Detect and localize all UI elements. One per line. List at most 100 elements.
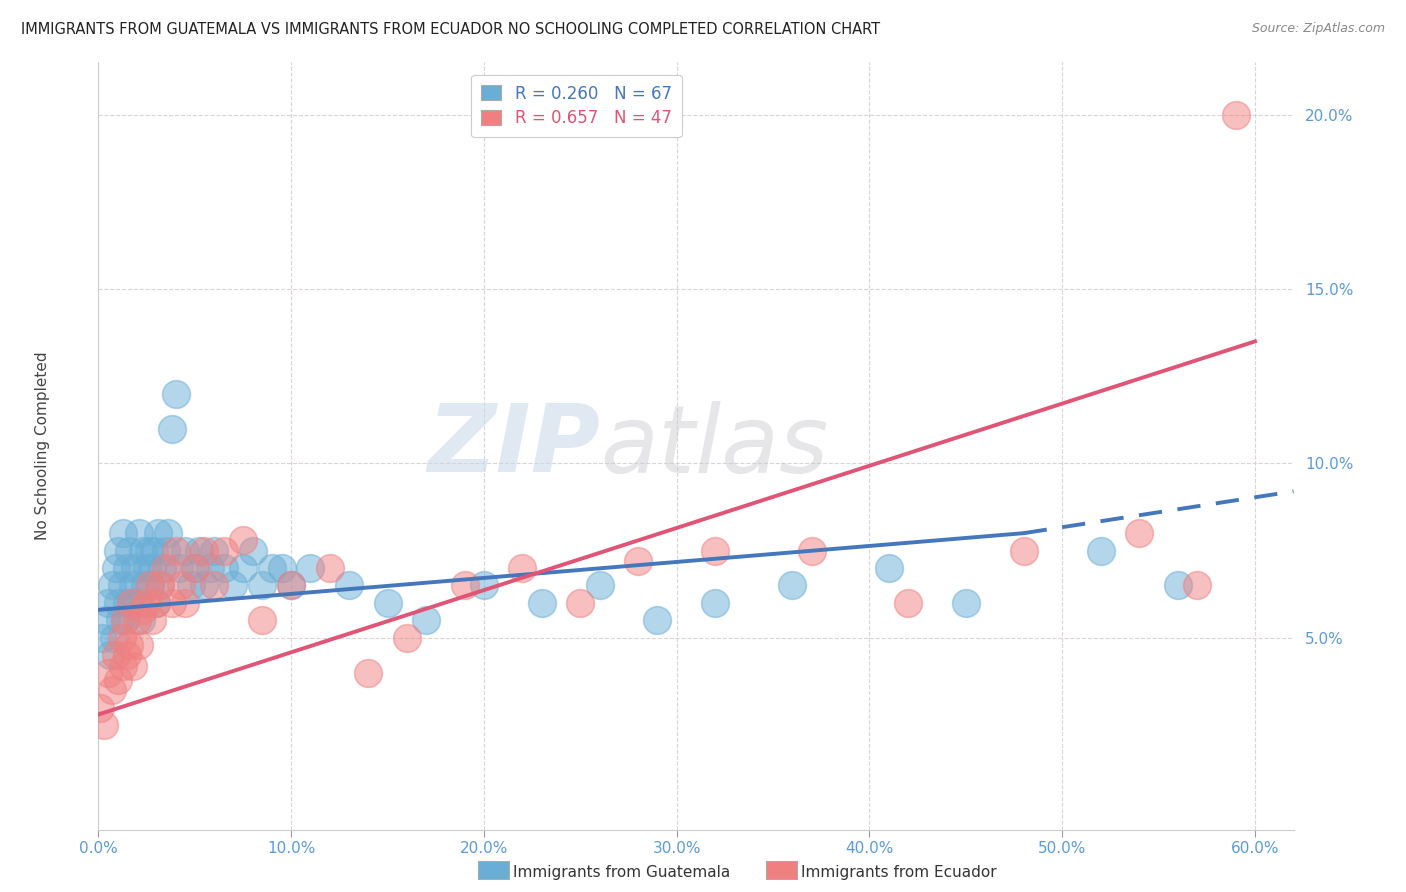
- Point: [165, 543, 187, 558]
- Point: [112, 658, 135, 673]
- Point: [193, 578, 215, 592]
- Point: [129, 613, 152, 627]
- Point: [180, 578, 202, 592]
- Point: [145, 596, 167, 610]
- Point: [120, 596, 142, 610]
- Point: [128, 638, 150, 652]
- Point: [104, 561, 127, 575]
- Point: [955, 596, 977, 610]
- Point: [110, 631, 132, 645]
- Point: [94, 613, 117, 627]
- Point: [122, 578, 145, 592]
- Point: [143, 543, 166, 558]
- Point: [114, 613, 136, 627]
- Point: [117, 561, 139, 575]
- Point: [512, 561, 534, 575]
- Point: [156, 526, 179, 541]
- Point: [97, 596, 120, 610]
- Point: [124, 561, 146, 575]
- Point: [117, 648, 139, 663]
- Point: [122, 658, 145, 673]
- Point: [252, 578, 274, 592]
- Point: [212, 543, 235, 558]
- Point: [148, 526, 170, 541]
- Text: atlas: atlas: [600, 401, 828, 491]
- Point: [800, 543, 823, 558]
- Point: [104, 648, 127, 663]
- Point: [357, 665, 380, 680]
- Text: ZIP: ZIP: [427, 400, 600, 492]
- Point: [569, 596, 592, 610]
- Point: [395, 631, 418, 645]
- Point: [112, 526, 135, 541]
- Point: [222, 578, 245, 592]
- Point: [170, 578, 193, 592]
- Point: [530, 596, 553, 610]
- Point: [114, 613, 136, 627]
- Point: [704, 596, 727, 610]
- Point: [150, 561, 173, 575]
- Point: [647, 613, 669, 627]
- Point: [139, 578, 162, 592]
- Point: [415, 613, 437, 627]
- Point: [627, 554, 650, 568]
- Point: [135, 596, 157, 610]
- Point: [107, 543, 129, 558]
- Point: [202, 543, 225, 558]
- Point: [453, 578, 475, 592]
- Point: [260, 561, 283, 575]
- Y-axis label: No Schooling Completed: No Schooling Completed: [35, 351, 49, 541]
- Point: [782, 578, 804, 592]
- Point: [1128, 526, 1150, 541]
- Point: [145, 596, 167, 610]
- Point: [472, 578, 495, 592]
- Point: [1167, 578, 1189, 592]
- Point: [200, 561, 222, 575]
- Point: [202, 578, 225, 592]
- Point: [165, 386, 187, 401]
- Point: [107, 673, 129, 687]
- Point: [139, 578, 162, 592]
- Point: [160, 596, 183, 610]
- Point: [377, 596, 399, 610]
- Text: Immigrants from Ecuador: Immigrants from Ecuador: [801, 865, 997, 880]
- Point: [299, 561, 322, 575]
- Point: [149, 578, 172, 592]
- Legend: R = 0.260   N = 67, R = 0.657   N = 47: R = 0.260 N = 67, R = 0.657 N = 47: [471, 75, 682, 137]
- Point: [149, 578, 172, 592]
- Point: [117, 596, 139, 610]
- Point: [107, 596, 129, 610]
- Point: [280, 578, 302, 592]
- Point: [1090, 543, 1112, 558]
- Point: [1012, 543, 1035, 558]
- Point: [877, 561, 900, 575]
- Point: [704, 543, 727, 558]
- Point: [174, 596, 197, 610]
- Point: [252, 613, 274, 627]
- Point: [132, 603, 155, 617]
- Point: [193, 543, 215, 558]
- Point: [1185, 578, 1208, 592]
- Point: [93, 718, 115, 732]
- Point: [160, 421, 183, 435]
- Point: [125, 613, 148, 627]
- Point: [232, 561, 254, 575]
- Point: [141, 613, 163, 627]
- Point: [141, 561, 163, 575]
- Text: Immigrants from Guatemala: Immigrants from Guatemala: [513, 865, 731, 880]
- Point: [132, 543, 155, 558]
- Point: [897, 596, 920, 610]
- Point: [101, 683, 124, 698]
- Point: [242, 543, 264, 558]
- Point: [118, 543, 141, 558]
- Point: [280, 578, 302, 592]
- Point: [103, 631, 125, 645]
- Point: [125, 596, 148, 610]
- Point: [138, 543, 160, 558]
- Point: [91, 631, 114, 645]
- Point: [89, 700, 111, 714]
- Point: [98, 648, 121, 663]
- Text: IMMIGRANTS FROM GUATEMALA VS IMMIGRANTS FROM ECUADOR NO SCHOOLING COMPLETED CORR: IMMIGRANTS FROM GUATEMALA VS IMMIGRANTS …: [21, 22, 880, 37]
- Point: [187, 543, 209, 558]
- Point: [319, 561, 342, 575]
